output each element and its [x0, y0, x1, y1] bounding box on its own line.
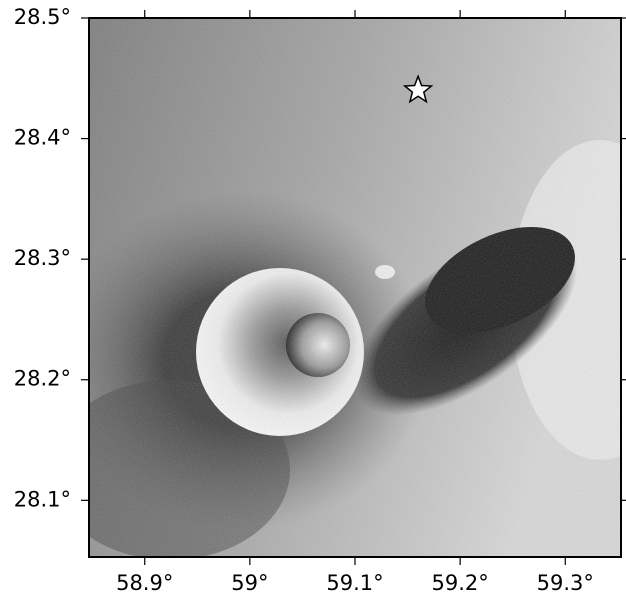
y-tick-label: 28.5°: [14, 5, 71, 29]
x-tick-label: 58.9°: [116, 571, 173, 595]
x-tick-label: 59.3°: [537, 571, 594, 595]
map: 58.9° 59° 59.1° 59.2° 59.3° 28.5° 28.4° 28.3° 28…: [0, 0, 626, 605]
y-tick-label: 28.1°: [14, 487, 71, 511]
x-tick-label: 59°: [231, 571, 268, 595]
y-tick-label: 28.2°: [14, 367, 71, 391]
y-tick-label: 28.3°: [14, 246, 71, 270]
x-tick-label: 59.1°: [326, 571, 383, 595]
interferogram: [50, 18, 626, 560]
y-tick-label: 28.4°: [14, 126, 71, 150]
x-tick-label: 59.2°: [432, 571, 489, 595]
